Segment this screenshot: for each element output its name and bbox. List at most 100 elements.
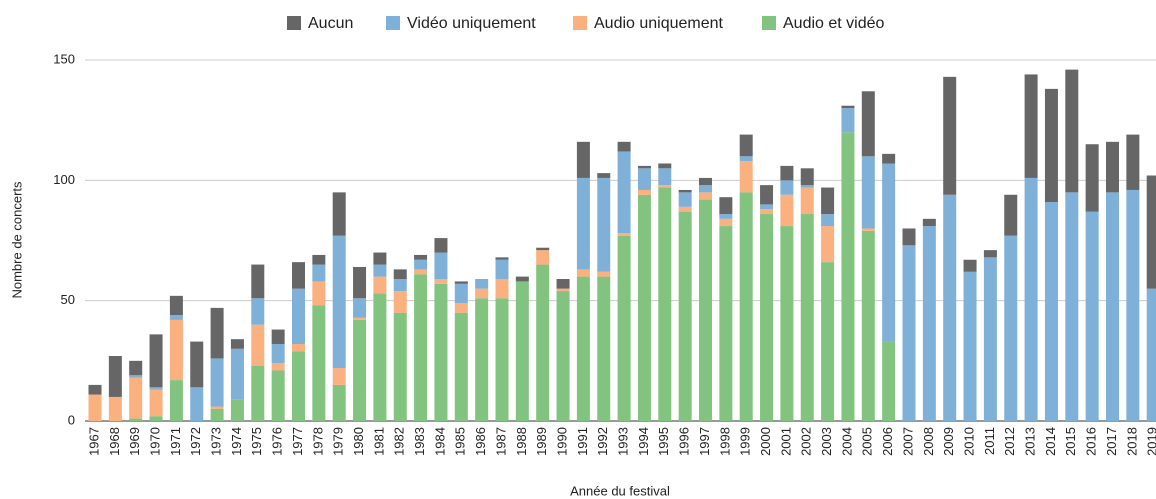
bar-segment [739, 161, 753, 193]
bar-segment [800, 168, 814, 186]
bar-segment [353, 266, 367, 299]
bar-segment [658, 185, 672, 188]
bar-segment [149, 387, 163, 390]
bar-segment [353, 319, 367, 421]
bar-segment [821, 214, 835, 227]
bar-segment [230, 399, 244, 421]
bar-segment [332, 235, 346, 369]
bar-segment [230, 348, 244, 400]
bar-segment [169, 295, 183, 316]
bar-segment [983, 257, 997, 421]
bar-segment [943, 76, 957, 195]
bar-segment [292, 343, 305, 352]
x-tick-label: 1976 [270, 427, 285, 456]
bar-segment [495, 279, 509, 299]
bar-segment [210, 358, 224, 407]
bar-segment [393, 279, 407, 292]
legend-swatch [287, 16, 301, 30]
legend-label: Audio uniquement [594, 15, 724, 32]
bar-segment [637, 194, 651, 421]
bar-segment [1106, 192, 1119, 421]
bar-segment [434, 252, 448, 280]
bar-segment [963, 259, 977, 272]
x-tick-label: 1988 [514, 427, 529, 456]
bar-segment [1085, 211, 1099, 421]
bar-segment [251, 324, 265, 366]
bar-segment [719, 218, 733, 227]
bar-segment [210, 406, 224, 409]
bar-segment [556, 291, 570, 421]
x-tick-label: 2019 [1145, 427, 1156, 456]
bar-segment [251, 298, 265, 325]
bar-segment [454, 283, 468, 304]
bar-segment [495, 257, 509, 260]
x-tick-label: 2009 [941, 427, 956, 456]
x-tick-label: 2017 [1104, 427, 1119, 456]
bar-segment [658, 163, 672, 169]
bar-segment [699, 185, 712, 193]
bar-segment [393, 291, 407, 313]
x-tick-label: 1990 [554, 427, 569, 456]
bar-segment [475, 298, 489, 421]
bar-segment [210, 307, 224, 359]
bar-segment [373, 276, 387, 294]
bar-segment [271, 363, 285, 371]
bar-segment [332, 368, 346, 385]
bar-segment [454, 303, 468, 313]
y-tick-label: 100 [53, 172, 75, 187]
bar-segment [760, 204, 774, 210]
bar-segment [800, 187, 814, 215]
bar-segment [332, 384, 346, 421]
bar-segment [658, 187, 672, 421]
bar-segment [210, 408, 224, 421]
x-tick-label: 1975 [249, 427, 264, 456]
bar-segment [393, 269, 407, 280]
bar-segment [536, 247, 550, 251]
x-tick-label: 1989 [534, 427, 549, 456]
bar-segment [495, 298, 509, 421]
bar-segment [1126, 189, 1140, 421]
x-tick-label: 1971 [168, 427, 183, 456]
bar-segment [515, 281, 529, 421]
bar-segment [902, 245, 916, 421]
x-tick-label: 2010 [961, 427, 976, 456]
bar-segment [821, 262, 835, 421]
bar-segment [1146, 175, 1156, 289]
bar-segment [108, 396, 122, 421]
bar-segment [617, 235, 631, 421]
bar-segment [882, 163, 896, 342]
bar-segment [292, 262, 305, 289]
bar-segment [312, 254, 326, 265]
bar-segment [271, 370, 285, 421]
x-tick-label: 1997 [697, 427, 712, 456]
bar-segment [861, 91, 875, 157]
legend-swatch [573, 16, 587, 30]
bar-segment [536, 250, 550, 265]
bar-segment [1044, 88, 1058, 202]
bar-segment [617, 233, 631, 236]
x-tick-label: 1987 [493, 427, 508, 456]
bar-segment [332, 192, 346, 236]
bar-segment [882, 341, 896, 421]
bar-segment [658, 168, 672, 186]
x-tick-label: 1986 [473, 427, 488, 456]
bar-segment [495, 259, 509, 280]
bar-segment [780, 180, 794, 195]
bar-segment [637, 189, 651, 195]
x-tick-label: 1982 [392, 427, 407, 456]
x-tick-label: 1973 [209, 427, 224, 456]
bar-segment [169, 319, 183, 381]
bar-segment [719, 226, 733, 421]
bar-segment [841, 105, 855, 109]
bar-segment [1065, 192, 1079, 421]
bar-segment [434, 279, 448, 284]
bar-segment [739, 192, 753, 421]
bar-segment [149, 389, 163, 417]
x-tick-label: 1992 [595, 427, 610, 456]
x-tick-label: 1994 [636, 427, 651, 456]
bar-segment [1126, 134, 1140, 190]
bar-segment [434, 238, 448, 253]
bar-segment [434, 283, 448, 421]
bar-segment [861, 230, 875, 421]
